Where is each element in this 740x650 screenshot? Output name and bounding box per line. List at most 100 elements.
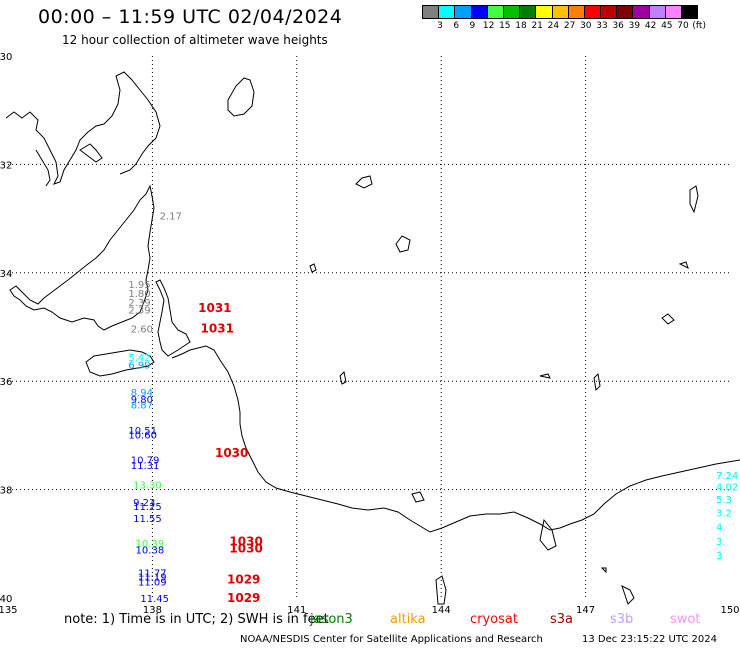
- small-island-f: [593, 372, 601, 392]
- small-island-a: [355, 175, 373, 189]
- wave-height-label: 11.55: [133, 514, 162, 525]
- note-text: note: 1) Time is in UTC; 2) SWH is in fe…: [64, 612, 329, 627]
- legend-label: 3: [437, 21, 443, 31]
- generation-timestamp: 13 Dec 23:15:22 UTC 2024: [582, 634, 717, 645]
- wave-height-label: 11.25: [133, 502, 162, 513]
- wave-height-label: 1.80: [128, 289, 150, 300]
- lon-tick-label: 141: [287, 605, 306, 616]
- wave-height-label: 5.42: [128, 353, 150, 364]
- legend-label: 30: [580, 21, 592, 31]
- coastline: [5, 71, 740, 605]
- wave-height-label: 3.2: [716, 509, 732, 520]
- legend-label: 33: [596, 21, 608, 31]
- wave-height-label: 10.39: [136, 539, 165, 550]
- lon-tick-label: 144: [432, 605, 451, 616]
- yorke-peninsula: [155, 279, 191, 357]
- legend-label: 70: [677, 21, 689, 31]
- legend-label: 15: [499, 21, 511, 31]
- satellite-jason3: jason3: [310, 612, 353, 627]
- small-island-j: [411, 491, 425, 503]
- small-island-c: [309, 263, 317, 273]
- lat-tick-label: -32: [0, 160, 12, 171]
- wave-height-label: 10.51: [128, 426, 157, 437]
- small-island-b: [395, 235, 411, 253]
- south-island-l: [600, 567, 607, 574]
- south-island-k: [435, 575, 447, 605]
- legend-label: 21: [531, 21, 543, 31]
- small-island-e: [539, 373, 551, 379]
- footnote: note: 1) Time is in UTC; 2) SWH is in fe…: [64, 612, 700, 627]
- pressure-label: 1029: [227, 572, 260, 586]
- pressure-label: 1029: [227, 591, 260, 605]
- wave-height-label: 11.77: [138, 568, 167, 579]
- legend-label: 42: [644, 21, 657, 31]
- map-title: 00:00 – 11:59 UTC 02/04/2024: [38, 6, 343, 28]
- pressure-label: 1030: [229, 534, 262, 548]
- small-island-g: [661, 313, 675, 325]
- small-island-i: [678, 261, 689, 269]
- legend-label: 39: [628, 21, 641, 31]
- satellite-cryosat: cryosat: [470, 612, 518, 627]
- satellite-altika: altika: [390, 612, 426, 627]
- wave-height-label: 5.3: [716, 495, 732, 506]
- wave-height-label: 11.19: [138, 573, 167, 584]
- legend-label: 9: [469, 21, 476, 31]
- wave-height-label: 2.39: [128, 305, 150, 316]
- wave-height-label: 9.23: [133, 498, 155, 509]
- small-island-h: [689, 185, 699, 214]
- legend-label: 36: [612, 21, 624, 31]
- observation-labels: 2.171.951.802.392.392.605.426.998.949.80…: [128, 212, 738, 605]
- pressure-label: 1031: [201, 321, 234, 335]
- lon-tick-label: 135: [0, 605, 18, 616]
- pressure-label: 1030: [215, 446, 248, 460]
- axis-tick-labels: 135 138 141 144 147 150 -30 -32 -34 -36 -38 -40: [0, 52, 740, 616]
- legend-label: 27: [563, 21, 576, 31]
- wave-height-label: 11.45: [140, 594, 169, 605]
- eyre-peninsula: [9, 184, 155, 331]
- legend-label: 45: [661, 21, 673, 31]
- lon-tick-label: 138: [143, 605, 162, 616]
- wave-height-label: 1.95: [128, 280, 150, 291]
- wave-height-label: 6.99: [128, 361, 150, 372]
- wave-height-label: 4.02: [716, 483, 738, 494]
- lat-tick-label: -38: [0, 486, 12, 497]
- wave-height-label: 10.79: [131, 456, 160, 467]
- wave-height-label: 2.60: [131, 324, 153, 335]
- wave-height-label: 10.60: [128, 431, 157, 442]
- legend-label: 6: [453, 21, 460, 31]
- north-island: [227, 77, 255, 117]
- credit: NOAA/NESDIS Center for Satellite Applica…: [240, 634, 543, 645]
- wave-height-label: 11.09: [138, 578, 167, 589]
- color-legend: 3 6 9 12 15 18 21 24 27 30 33 36 39 42 45 70 (ft): [422, 5, 706, 31]
- lat-tick-label: -40: [0, 594, 12, 605]
- wave-height-label: 8.94: [131, 388, 153, 399]
- kangaroo-island: [85, 349, 155, 377]
- lon-tick-label: 147: [576, 605, 595, 616]
- lon-tick-label: 150: [720, 605, 739, 616]
- pressure-label: 1030: [229, 541, 262, 555]
- legend-labels: 3 6 9 12 15 18 21 24 27 30 33 36 39 42 45 70 (ft): [422, 19, 706, 31]
- small-island-d: [339, 370, 347, 385]
- legend-label: 12: [482, 21, 495, 31]
- legend-swatches: [422, 5, 699, 19]
- legend-label: 18: [515, 21, 527, 31]
- wave-height-label: 9.80: [131, 395, 153, 406]
- south-island-m: [621, 585, 635, 605]
- wave-height-label: 10.38: [136, 546, 165, 557]
- wave-height-label: 2.17: [160, 212, 182, 223]
- northwest-coast: [5, 71, 161, 185]
- wave-height-label: 3.: [716, 537, 726, 548]
- legend-swatch: [681, 5, 699, 19]
- wave-height-label: 2.39: [128, 298, 150, 309]
- satellite-swot: swot: [670, 612, 701, 627]
- legend-label: 24: [547, 21, 560, 31]
- wave-height-label: 3: [716, 551, 722, 562]
- satellite-s3a: s3a: [550, 612, 574, 627]
- legend-label: (ft): [692, 21, 706, 31]
- wave-height-label: 7.24: [716, 471, 738, 482]
- wave-height-label: 8.87: [131, 400, 153, 411]
- wave-height-label: 4.: [716, 522, 726, 533]
- spencer-gulf-head: [35, 149, 51, 187]
